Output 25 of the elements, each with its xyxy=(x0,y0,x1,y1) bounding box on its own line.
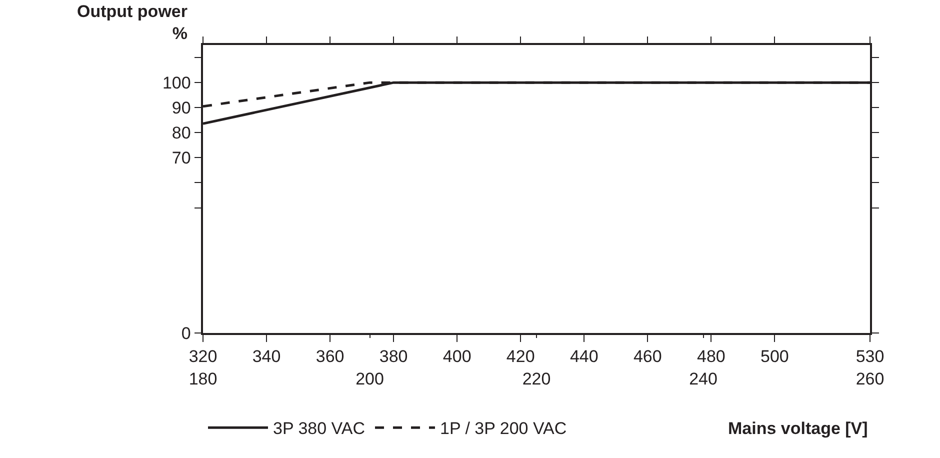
x-tick-label: 400 xyxy=(442,347,472,366)
y-tick-label: 70 xyxy=(172,148,191,168)
x-tick-label: 320 xyxy=(188,347,218,366)
y-tick-label: 0 xyxy=(181,324,191,343)
y-tick-label: 90 xyxy=(172,98,191,118)
x2-tick-label: 260 xyxy=(856,369,884,388)
x-tick-label: 460 xyxy=(633,347,662,366)
legend-label: 1P / 3P 200 VAC xyxy=(440,419,567,438)
x-tick-label: 420 xyxy=(506,347,535,366)
x-tick-label: 440 xyxy=(570,347,598,366)
y-tick-label: 80 xyxy=(172,124,191,143)
x-axis-title: Mains voltage [V] xyxy=(728,419,868,438)
x-tick-label: 340 xyxy=(252,347,281,366)
x-tick-label: 480 xyxy=(697,347,726,366)
x2-tick-label: 180 xyxy=(188,369,218,388)
x-tick-label: 530 xyxy=(856,347,884,366)
y-axis-title: Output power % xyxy=(77,2,188,44)
x-tick-label: 380 xyxy=(379,347,408,366)
y-tick-label: 100 xyxy=(162,74,191,93)
legend-label: 3P 380 VAC xyxy=(273,419,365,438)
x2-tick-label: 240 xyxy=(689,369,718,388)
x-tick-label: 500 xyxy=(760,347,789,366)
x-tick-label: 360 xyxy=(316,347,344,366)
x2-tick-label: 200 xyxy=(356,369,384,388)
x2-tick-label: 220 xyxy=(522,369,551,388)
